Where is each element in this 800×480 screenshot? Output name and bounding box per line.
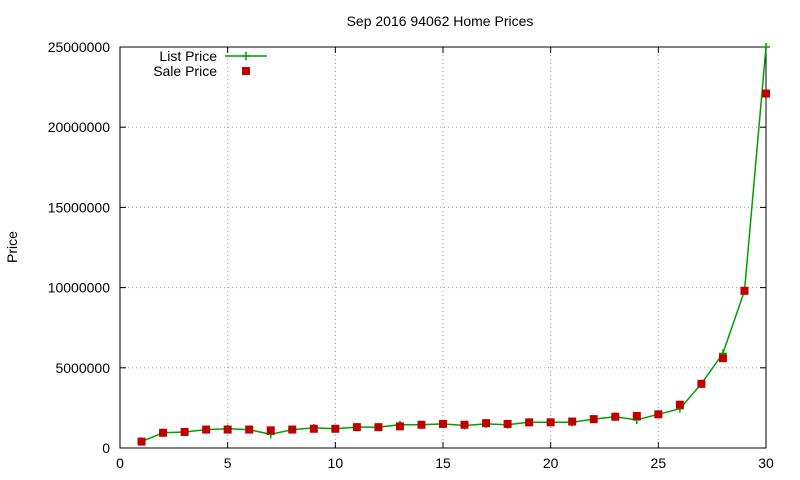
sale-price-point [352, 423, 361, 432]
sale-price-point [611, 412, 620, 421]
legend: List Price Sale Price [153, 48, 267, 79]
sale-price-point [762, 89, 770, 98]
series-list-price [137, 43, 770, 446]
legend-swatch-list-price [225, 52, 267, 60]
legend-label-sale-price: Sale Price [153, 63, 217, 79]
sale-price-point [309, 424, 318, 433]
x-tick-label: 20 [543, 455, 559, 471]
y-tick-label: 20000000 [48, 119, 111, 135]
sale-price-point [374, 423, 383, 432]
list-price-line [141, 46, 767, 443]
y-tick-label: 5000000 [55, 360, 110, 376]
sale-price-point [482, 419, 491, 428]
sale-price-point [525, 418, 534, 427]
sale-price-point [180, 427, 189, 436]
y-tick-label: 10000000 [48, 280, 111, 296]
x-tick-label: 0 [116, 455, 124, 471]
axis-ticks: 0 5 10 15 20 25 30 0 5000000 10000000 15000000 2000… [48, 39, 774, 471]
sale-price-point [266, 426, 275, 435]
legend-marker-sale-price [242, 67, 250, 75]
x-tick-label: 25 [651, 455, 667, 471]
sale-price-point [589, 415, 598, 424]
x-tick-label: 30 [758, 455, 774, 471]
sale-price-point [395, 422, 404, 431]
sale-price-point [137, 437, 146, 446]
plot-frame [119, 46, 767, 449]
x-tick-label: 10 [328, 455, 344, 471]
sale-price-point [460, 420, 469, 429]
chart-title: Sep 2016 94062 Home Prices [347, 13, 534, 29]
sale-price-point [740, 286, 749, 295]
list-price-point [762, 43, 770, 51]
y-tick-label: 15000000 [48, 199, 111, 215]
y-axis-label: Price [4, 231, 20, 263]
sale-price-point [568, 417, 577, 426]
y-tick-label: 25000000 [48, 39, 111, 55]
legend-swatch-sale-price [242, 67, 250, 75]
grid-lines [120, 47, 766, 448]
legend-label-list-price: List Price [159, 48, 217, 64]
sale-price-point [245, 425, 254, 434]
legend-marker-list-price [242, 52, 250, 60]
x-tick-label: 5 [224, 455, 232, 471]
sale-price-point [718, 354, 727, 363]
sale-price-point [632, 411, 641, 420]
series-sale-price [137, 89, 770, 446]
x-tick-label: 15 [435, 455, 451, 471]
sale-price-point [159, 428, 168, 437]
sale-price-point [675, 400, 684, 409]
sale-price-point [331, 424, 340, 433]
y-tick-label: 0 [102, 440, 110, 456]
series-layer [137, 43, 770, 446]
sale-price-point [546, 418, 555, 427]
sale-price-point [223, 425, 232, 434]
sale-price-point [202, 425, 211, 434]
sale-price-point [697, 379, 706, 388]
sale-price-point [654, 410, 663, 419]
sale-price-point [503, 419, 512, 428]
sale-price-point [417, 420, 426, 429]
sale-price-point [439, 419, 447, 428]
sale-price-point [288, 425, 297, 434]
